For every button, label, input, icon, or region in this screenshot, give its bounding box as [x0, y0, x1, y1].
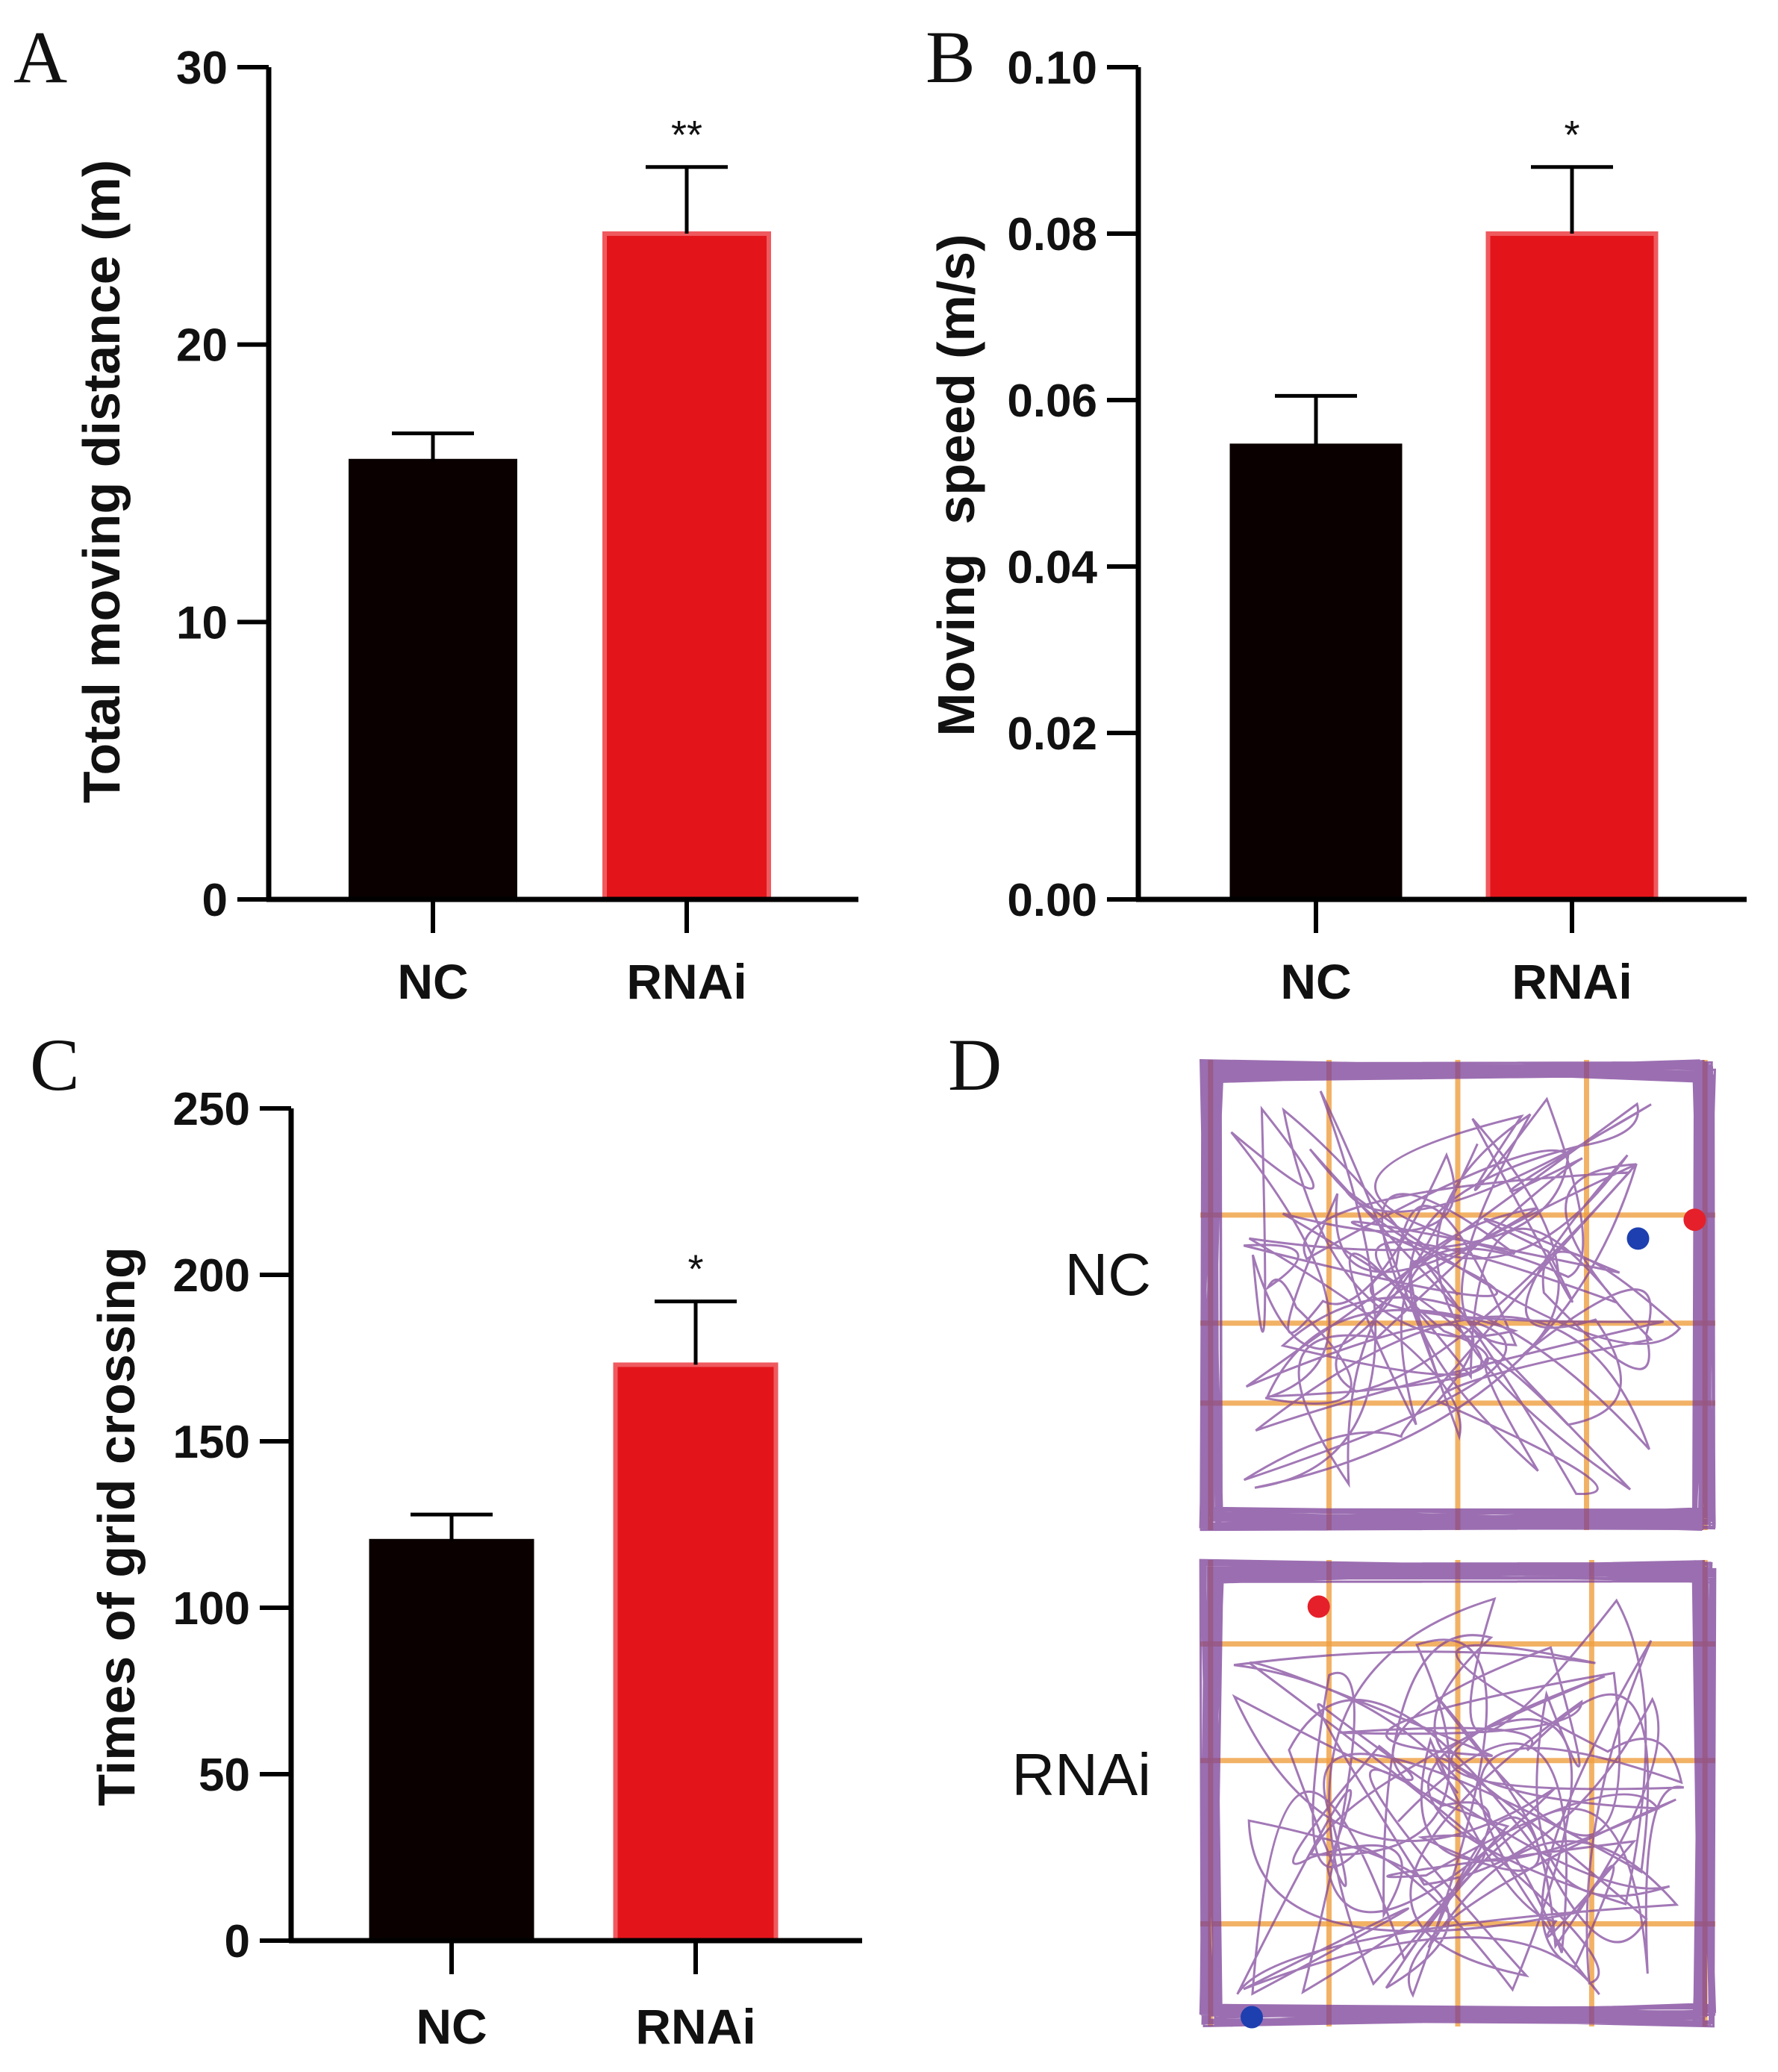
y-tick-label-a: 10: [176, 597, 228, 649]
bar-b-nc: [1229, 443, 1403, 902]
error-bar-a-nc: [392, 431, 474, 461]
x-tick-label-b-nc: NC: [1280, 954, 1351, 1009]
panel-letter-d: D: [948, 1023, 1002, 1106]
y-tick-label-c: 0: [225, 1916, 250, 1968]
y-tick-label-a: 20: [176, 320, 228, 372]
y-tick-label-a: 30: [176, 43, 228, 94]
y-tick-label-c: 200: [173, 1250, 250, 1302]
bar-c-rnai: [613, 1362, 779, 1944]
panel-letter-c: C: [30, 1023, 80, 1106]
panel-d-trajectories: NC RNAi: [1011, 1059, 1717, 2029]
x-tick-label-c-nc: NC: [416, 1999, 487, 2054]
y-tick-label-a: 0: [202, 875, 228, 926]
bar-b-rnai: [1485, 231, 1659, 902]
error-bar-c-rnai: [655, 1299, 737, 1365]
panel-letter-a: A: [13, 16, 67, 99]
y-tick-label-c: 50: [199, 1750, 250, 1801]
significance-marker-b: *: [1564, 113, 1579, 157]
y-axis-title-c: Times of grid crossing: [87, 1246, 146, 1806]
trajectory-image-rnai: [1199, 1558, 1717, 2029]
panel-letter-b: B: [926, 16, 976, 99]
x-tick-label-b-rnai: RNAi: [1512, 954, 1632, 1009]
bar-c-nc: [369, 1538, 534, 1944]
y-tick-label-b: 0.02: [1007, 708, 1097, 760]
y-tick-label-c: 250: [173, 1084, 250, 1135]
error-bar-b-rnai: [1531, 165, 1613, 234]
chart-panel-b: NC * RNAi 0.00 0.02 0.04 0.06 0.08 0.10 Moving sp…: [927, 43, 1747, 1009]
x-tick-label-a-nc: NC: [397, 954, 468, 1009]
y-tick-label-b: 0.10: [1007, 43, 1097, 94]
error-bar-c-nc: [411, 1512, 493, 1541]
y-tick-label-b: 0.08: [1007, 209, 1097, 260]
error-bar-b-nc: [1275, 393, 1357, 446]
track-label-rnai: RNAi: [1011, 1741, 1151, 1808]
significance-marker-c: *: [687, 1247, 703, 1292]
x-tick-label-c-rnai: RNAi: [635, 1999, 755, 2054]
chart-panel-a: NC ** RNAi 0 10 20 30 Total moving distance (m): [72, 43, 858, 1009]
y-axis-title-b: Moving speed (m/s): [927, 234, 985, 737]
y-tick-label-c: 150: [173, 1417, 250, 1468]
bar-a-nc: [349, 458, 517, 902]
y-axis-title-a: Total moving distance (m): [72, 160, 131, 803]
y-tick-label-c: 100: [173, 1583, 250, 1635]
bar-a-rnai: [602, 231, 771, 902]
trajectory-image-nc: [1199, 1059, 1717, 1532]
y-tick-label-b: 0.00: [1007, 875, 1097, 926]
x-tick-label-a-rnai: RNAi: [626, 954, 746, 1009]
chart-panel-c: NC * RNAi 0 50 100 150 200 250 Times of grid cros…: [87, 1084, 862, 2054]
track-label-nc: NC: [1064, 1241, 1151, 1308]
y-tick-label-b: 0.04: [1007, 542, 1097, 593]
significance-marker-a: **: [671, 113, 702, 157]
y-tick-label-b: 0.06: [1007, 375, 1097, 427]
error-bar-a-rnai: [646, 165, 728, 234]
